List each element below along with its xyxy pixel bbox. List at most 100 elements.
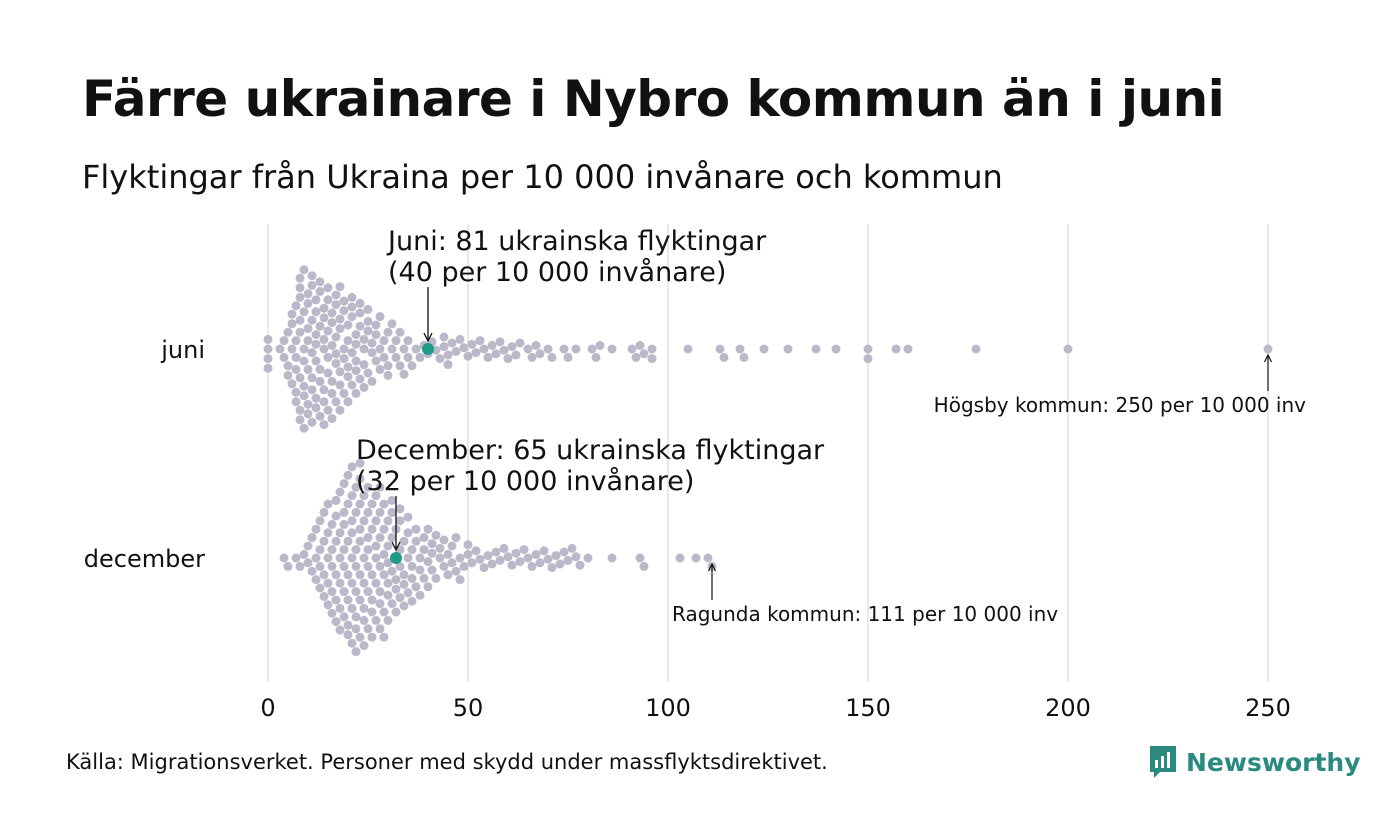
data-point — [331, 358, 341, 368]
data-point — [447, 541, 457, 551]
data-point — [335, 380, 345, 390]
data-point — [531, 340, 541, 350]
data-point — [303, 409, 313, 419]
data-point — [355, 595, 365, 605]
data-point — [307, 280, 317, 290]
x-tick-label: 200 — [1045, 694, 1091, 722]
data-point — [343, 372, 353, 382]
data-point — [371, 356, 381, 366]
data-point — [415, 590, 425, 600]
data-point — [523, 344, 533, 354]
data-point — [555, 559, 565, 569]
data-point — [431, 530, 441, 540]
data-point — [435, 543, 445, 553]
data-point — [503, 552, 513, 562]
category-label-december: december — [84, 545, 205, 573]
chart-subtitle: Flyktingar från Ukraina per 10 000 invån… — [82, 158, 1003, 196]
data-point — [307, 315, 317, 325]
data-point — [303, 324, 313, 334]
data-point — [375, 312, 385, 322]
data-point — [307, 533, 317, 543]
data-point — [383, 361, 393, 371]
data-point — [335, 282, 345, 292]
data-point — [359, 578, 369, 588]
data-point — [427, 539, 437, 549]
data-point — [423, 582, 433, 592]
data-point — [595, 340, 605, 350]
data-point — [375, 344, 385, 354]
data-point — [511, 548, 521, 558]
data-point — [339, 344, 349, 354]
data-point — [367, 376, 377, 386]
data-point — [371, 320, 381, 330]
data-point — [319, 344, 329, 354]
data-point — [471, 348, 481, 358]
data-point — [351, 507, 361, 517]
data-point — [311, 393, 321, 403]
data-point — [831, 344, 841, 354]
data-point — [719, 352, 729, 362]
data-point — [627, 344, 637, 354]
data-point — [359, 344, 369, 354]
data-point — [387, 344, 397, 354]
data-point — [283, 561, 293, 571]
data-point — [759, 344, 769, 354]
data-point — [355, 632, 365, 642]
x-tick-label: 100 — [645, 694, 691, 722]
highlight-label-line1: December: 65 ukrainska flyktingar — [356, 435, 825, 466]
data-point — [323, 283, 333, 293]
data-point — [335, 625, 345, 635]
data-point — [323, 326, 333, 336]
data-point — [383, 578, 393, 588]
data-point — [487, 559, 497, 569]
data-point — [375, 533, 385, 543]
data-point — [263, 354, 273, 364]
category-labels: juni december — [84, 336, 205, 573]
data-point — [295, 273, 305, 283]
beeswarm-chart: 0 50 100 150 200 250 juni december Juni: 81 uk… — [84, 224, 1306, 722]
data-point — [351, 388, 361, 398]
data-point — [315, 583, 325, 593]
data-point — [523, 553, 533, 563]
data-point — [343, 470, 353, 480]
data-point — [299, 307, 309, 317]
data-point — [351, 356, 361, 366]
data-point — [455, 334, 465, 344]
data-point — [323, 295, 333, 305]
data-point — [367, 570, 377, 580]
data-point — [379, 607, 389, 617]
data-point — [675, 553, 685, 563]
data-point — [351, 330, 361, 340]
highlight-label-line2: (40 per 10 000 invånare) — [388, 257, 726, 288]
data-point — [431, 573, 441, 583]
data-point — [399, 601, 409, 611]
data-point — [363, 368, 373, 378]
data-point — [399, 369, 409, 379]
data-point — [347, 312, 357, 322]
data-point — [315, 364, 325, 374]
data-point — [403, 528, 413, 538]
data-point — [335, 314, 345, 324]
highlight-point — [422, 343, 434, 355]
data-point — [455, 553, 465, 563]
data-point — [283, 361, 293, 371]
data-point — [339, 507, 349, 517]
data-point — [359, 516, 369, 526]
data-point — [351, 612, 361, 622]
data-point — [327, 376, 337, 386]
data-point — [327, 308, 337, 318]
data-point — [331, 397, 341, 407]
data-point — [375, 624, 385, 634]
data-point — [507, 342, 517, 352]
data-point — [527, 561, 537, 571]
max-arrowhead — [707, 562, 717, 572]
data-point — [323, 405, 333, 415]
data-point — [331, 570, 341, 580]
data-point — [399, 579, 409, 589]
data-point — [495, 337, 505, 347]
data-point — [423, 524, 433, 534]
data-point — [299, 549, 309, 559]
data-point — [399, 570, 409, 580]
data-point — [395, 593, 405, 603]
data-point — [479, 344, 489, 354]
